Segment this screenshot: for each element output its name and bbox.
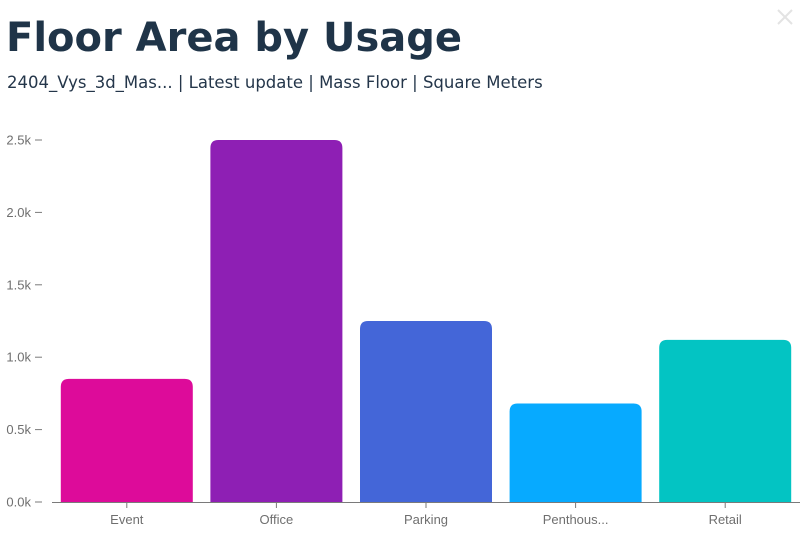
y-tick-label: 0.0k bbox=[6, 495, 31, 510]
x-tick-label: Office bbox=[260, 512, 294, 527]
y-tick-label: 1.5k bbox=[6, 277, 31, 292]
y-tick-label: 1.0k bbox=[6, 350, 31, 365]
chart-subtitle: 2404_Vys_3d_Mas... | Latest update | Mas… bbox=[7, 73, 543, 92]
x-tick-label: Penthous... bbox=[543, 512, 609, 527]
bar bbox=[210, 140, 343, 502]
y-tick-label: 2.0k bbox=[6, 205, 31, 220]
x-tick-label: Parking bbox=[404, 512, 448, 527]
bar bbox=[509, 403, 642, 502]
bar bbox=[60, 378, 193, 502]
x-tick-label: Retail bbox=[709, 512, 742, 527]
chart-title: Floor Area by Usage bbox=[6, 15, 463, 61]
bar bbox=[360, 321, 492, 502]
bar bbox=[659, 339, 792, 502]
close-button[interactable] bbox=[774, 6, 796, 28]
y-tick-label: 2.5k bbox=[6, 133, 31, 148]
y-tick-label: 0.5k bbox=[6, 422, 31, 437]
close-icon bbox=[777, 9, 793, 25]
x-tick-label: Event bbox=[110, 512, 144, 527]
